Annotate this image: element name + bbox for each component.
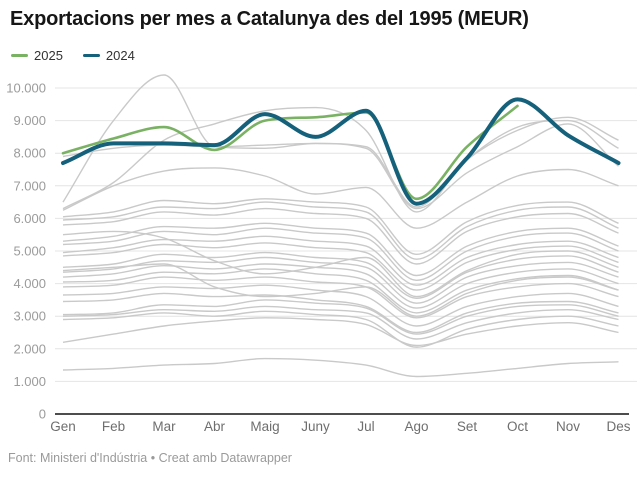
y-axis-tick-label: 7.000 [13,178,46,193]
background-year-line [62,198,619,255]
x-axis-month-label: Feb [102,419,125,434]
background-year-line [62,263,619,309]
chart-footer: Font: Ministeri d'Indústria • Creat amb … [8,451,292,465]
x-axis-month-label: Jul [357,419,374,434]
background-year-line [62,207,619,265]
x-axis-month-label: Abr [204,419,226,434]
y-axis-tick-label: 0 [39,407,46,422]
chart-title: Exportacions per mes a Catalunya des del… [10,8,529,30]
background-year-line [62,310,619,348]
x-axis-month-label: Des [606,419,630,434]
background-year-line [62,123,619,210]
background-year-line [62,242,619,291]
y-axis-tick-label: 6.000 [13,211,46,226]
background-year-line [62,357,619,378]
y-axis-tick-label: 2.000 [13,341,46,356]
legend-swatch-2025 [11,54,28,57]
x-axis-month-label: Oct [507,419,528,434]
chart-legend: 2025 2024 [11,48,135,63]
background-year-line [62,268,619,314]
legend-item-2024: 2024 [82,48,135,63]
series-line-2024 [61,97,621,206]
legend-swatch-2024 [82,54,100,57]
background-year-line [62,251,619,299]
y-axis-tick-label: 5.000 [13,244,46,259]
x-axis-month-label: Maig [250,419,279,434]
background-year-line [62,235,619,286]
background-year-line [62,167,619,229]
legend-item-2025: 2025 [11,48,63,63]
y-axis-tick-label: 4.000 [13,276,46,291]
y-axis-tick-label: 10.000 [6,81,46,96]
background-year-line [62,256,619,304]
background-year-line [62,292,619,334]
y-axis-tick-label: 3.000 [13,309,46,324]
x-axis-month-label: Gen [50,419,76,434]
background-year-line [62,317,619,347]
background-year-line [62,276,619,319]
background-year-line [62,227,619,281]
x-axis-month-label: Set [457,419,478,434]
y-axis-tick-label: 8.000 [13,146,46,161]
series-line-2025 [61,104,519,201]
y-axis-tick-label: 1.000 [13,374,46,389]
background-year-line [62,201,619,260]
x-axis-month-label: Mar [152,419,176,434]
background-year-line [62,305,619,340]
background-year-line [62,299,619,335]
background-year-line [62,74,619,208]
x-axis-month-label: Nov [556,419,580,434]
background-year-line [62,263,619,317]
x-axis-month-label: Ago [404,419,428,434]
background-year-line [62,284,619,327]
line-chart: 0 1.000 2.000 3.000 4.000 5.000 6.000 7.000 8.00… [6,74,637,434]
background-year-line [62,222,619,277]
background-year-line [62,230,619,298]
x-axis-month-label: Juny [301,419,330,434]
legend-label-2024: 2024 [105,48,135,63]
legend-label-2025: 2025 [34,48,63,63]
y-axis-tick-label: 9.000 [13,113,46,128]
